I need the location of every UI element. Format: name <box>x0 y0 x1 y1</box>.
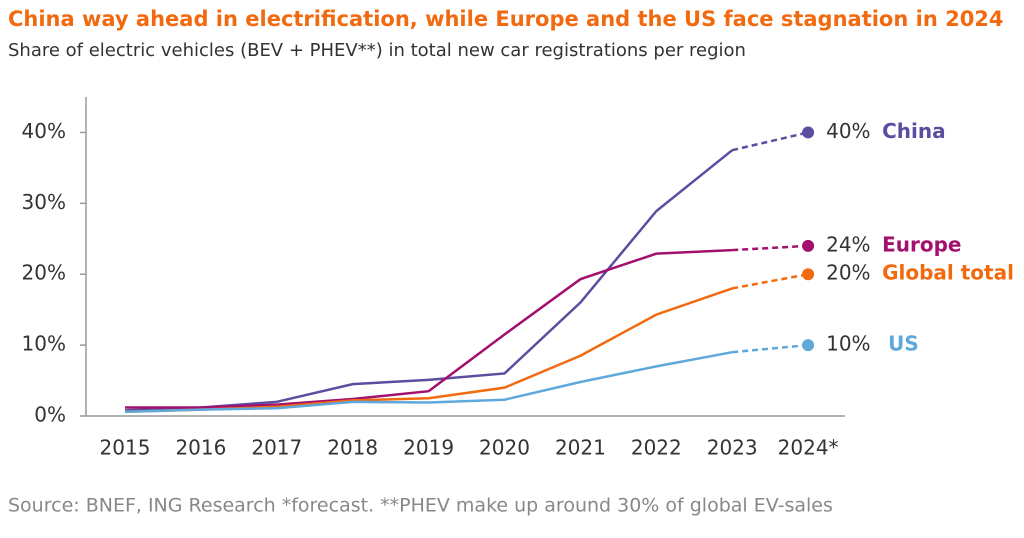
y-tick-label: 40% <box>22 119 66 143</box>
x-tick-label: 2020 <box>479 436 530 460</box>
x-tick-label: 2024* <box>778 436 839 460</box>
forecast-line <box>732 244 809 252</box>
value-label: 24% <box>826 232 870 256</box>
value-label: 40% <box>826 119 870 143</box>
y-tick-label: 0% <box>34 403 66 427</box>
y-tick-label: 30% <box>22 190 66 214</box>
forecast-line <box>731 272 809 290</box>
series-label: China <box>882 119 946 143</box>
x-tick-label: 2021 <box>555 436 606 460</box>
x-tick-label: 2018 <box>327 436 378 460</box>
end-point <box>802 339 815 352</box>
x-tick-label: 2017 <box>251 436 302 460</box>
chart-title: China way ahead in electrification, whil… <box>8 7 1004 31</box>
series-label: Global total <box>882 261 1014 285</box>
chart-subtitle: Share of electric vehicles (BEV + PHEV**… <box>8 40 746 61</box>
series-line <box>124 149 733 412</box>
y-tick-label: 10% <box>22 332 66 356</box>
series-line <box>124 350 733 413</box>
x-tick-label: 2016 <box>175 436 226 460</box>
x-tick-label: 2019 <box>403 436 454 460</box>
end-point <box>802 126 815 139</box>
end-point <box>802 268 815 281</box>
end-point <box>802 239 815 252</box>
forecast-line <box>732 343 809 354</box>
x-tick-label: 2022 <box>631 436 682 460</box>
forecast-line <box>731 131 809 152</box>
value-label: 20% <box>826 261 870 285</box>
y-tick-label: 20% <box>22 261 66 285</box>
series-label: US <box>888 332 919 356</box>
value-label: 10% <box>826 332 870 356</box>
x-tick-label: 2023 <box>707 436 758 460</box>
series-label: Europe <box>882 232 961 256</box>
x-tick-label: 2015 <box>100 436 151 460</box>
series-line <box>124 287 733 413</box>
series-line <box>125 248 733 409</box>
source-note: Source: BNEF, ING Research *forecast. **… <box>8 495 833 517</box>
